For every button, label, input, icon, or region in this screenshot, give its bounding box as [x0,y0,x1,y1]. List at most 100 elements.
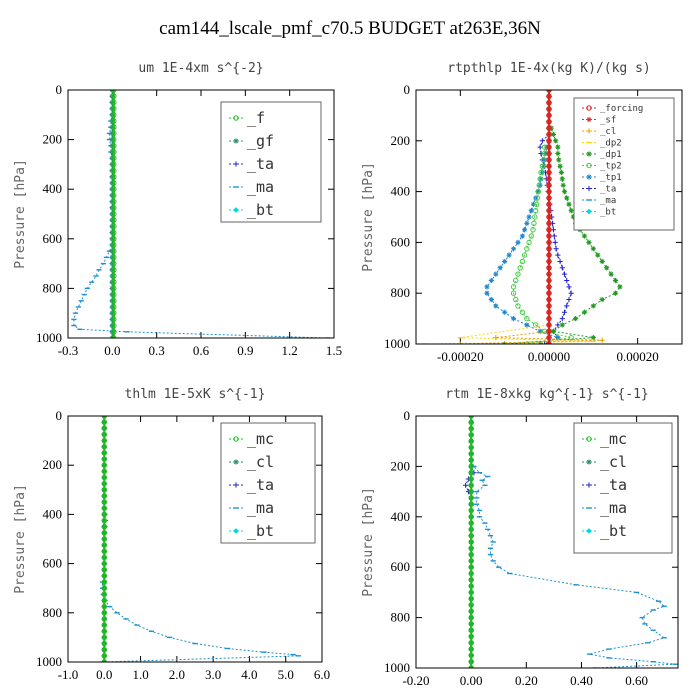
data-point [541,341,548,344]
data-point [101,487,107,493]
data-point [468,652,474,659]
data-point [530,201,537,207]
data-point [111,180,117,186]
data-point [109,168,115,174]
data-point [586,482,592,488]
data-point [109,261,115,267]
data-point [560,182,566,188]
data-point [111,304,117,310]
data-point [546,227,552,233]
data-point [109,323,115,329]
data-point [457,341,463,344]
data-point [546,233,552,239]
data-point [497,265,503,271]
data-point [233,207,239,213]
data-point [546,284,552,290]
data-point [109,273,115,279]
data-point [109,180,115,186]
panel-title: um 1E-4xm s^{-2} [138,61,263,76]
x-tick-label: 4.0 [241,667,257,682]
data-point [109,149,115,155]
data-point [546,220,552,227]
data-point [468,608,474,614]
data-point [109,230,115,236]
data-point [101,511,107,518]
data-point [111,248,117,254]
data-point [546,207,552,214]
data-point [537,144,543,150]
legend-item: _forcing [582,104,643,114]
data-point [468,577,474,583]
legend-label: _ta [247,476,274,494]
data-point [541,157,548,163]
data-point [111,192,117,199]
y-tick-label: 200 [391,458,411,473]
data-point [468,539,474,545]
legend-item: _dp1 [582,150,622,160]
data-point [233,459,239,465]
data-point [468,451,474,457]
data-point [111,124,117,130]
data-point [101,640,107,647]
legend-item: _bt [582,208,616,218]
data-point [564,195,570,201]
legend-item: _ta [582,185,616,195]
data-point [109,236,115,242]
data-point [524,315,530,322]
data-point [468,564,474,570]
y-tick-label: 1000 [36,654,62,669]
data-point [552,239,558,245]
data-point [101,634,107,641]
x-tick-label: 0.0 [96,667,112,682]
legend-label: _forcing [600,104,643,114]
x-tick-label: 1.5 [326,343,342,358]
data-point [468,583,474,589]
legend-label: _tp2 [600,162,622,172]
x-tick-label: 0.6 [193,343,210,358]
legend-label: _cl [600,453,627,471]
data-point [468,507,474,514]
legend-item: _dp2 [582,139,622,149]
data-point [550,131,557,138]
legend-label: _tp1 [600,173,622,183]
data-point [513,277,519,284]
data-point [515,239,521,245]
data-point [493,271,499,277]
legend-item: _mc [582,430,627,448]
legend-item: _bt [229,522,274,540]
data-point [111,236,117,242]
data-point [528,208,534,214]
data-point [101,530,107,536]
data-point [468,589,474,596]
legend-item: _bt [582,522,627,540]
data-point [109,186,115,192]
data-point [534,195,541,201]
data-point [111,198,117,205]
data-point [510,284,517,290]
data-point [546,277,552,284]
data-point [586,459,592,465]
y-tick-label: 600 [391,559,411,574]
data-point [559,176,565,182]
legend-label: _bt [247,522,274,540]
data-point [599,296,605,303]
x-tick-label: 0.9 [237,343,253,358]
data-point [533,201,540,208]
data-point [101,425,107,431]
data-point [111,118,117,124]
x-tick-label: 0.20 [515,673,538,688]
chart-panel-4: rtm 1E-8xkg kg^{-1} s^{-1} Pressure [hPa]… [361,387,679,688]
data-point [539,138,545,144]
legend: _mc _cl _ta _ma _bt [220,422,316,544]
data-point [233,528,239,534]
data-point [468,614,474,621]
legend-label: _ma [600,196,616,206]
legend-item: _ta [582,476,627,494]
data-point [463,482,469,488]
data-point [599,258,605,265]
data-point [546,258,552,265]
data-point [468,425,474,432]
data-point [109,124,115,130]
y-tick-label: 400 [43,181,63,196]
data-point [109,267,115,273]
